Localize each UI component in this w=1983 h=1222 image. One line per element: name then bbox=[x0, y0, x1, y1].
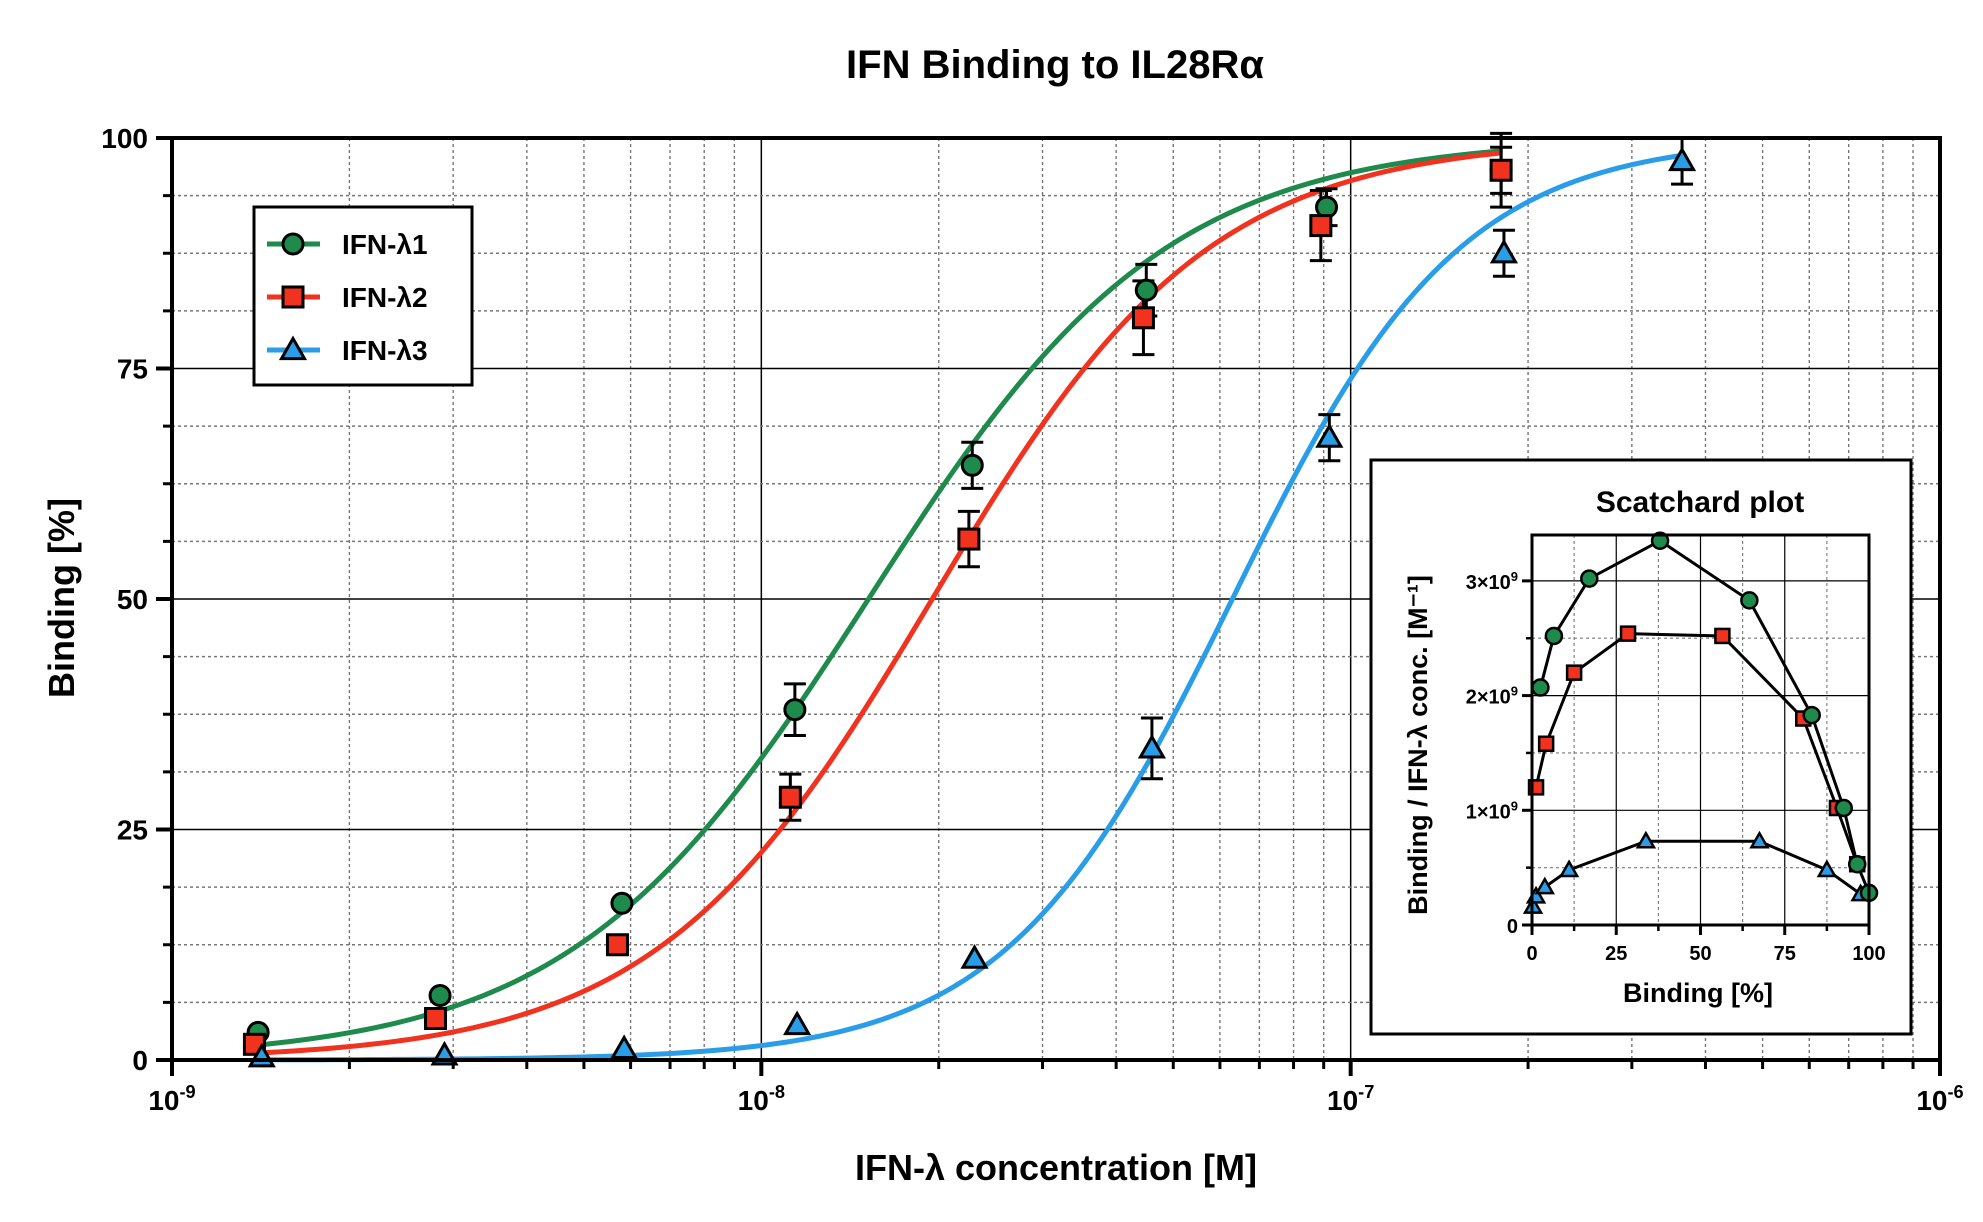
inset-y-tick-label: 1×109 bbox=[1466, 798, 1518, 823]
legend-marker-ifn-1 bbox=[281, 232, 305, 256]
inset-point-ifn-1 bbox=[1802, 705, 1821, 725]
chart-title: IFN Binding to IL28Rα bbox=[846, 43, 1264, 87]
data-point-ifn-2 bbox=[605, 933, 629, 957]
inset-title: Scatchard plot bbox=[1596, 486, 1804, 519]
inset-point-ifn-1 bbox=[1650, 531, 1670, 550]
data-point-ifn-2 bbox=[957, 527, 981, 551]
inset-y-tick-label: 3×109 bbox=[1466, 569, 1518, 594]
legend-marker-ifn-2 bbox=[281, 285, 305, 309]
inset-point-ifn-1 bbox=[1740, 591, 1759, 610]
inset-line-ifn-2 bbox=[1534, 632, 1859, 865]
inset-x-tick-label: 100 bbox=[1852, 943, 1885, 965]
inset-axis-ticks: 0 25 50 75 100 0 1×109 2×109 3×109 bbox=[1466, 569, 1886, 965]
y-tick-label: 50 bbox=[117, 584, 148, 615]
x-tick-label: 10-9 bbox=[148, 1082, 195, 1116]
y-tick-label: 75 bbox=[117, 354, 148, 385]
data-point-ifn-3 bbox=[1315, 423, 1344, 448]
data-point-ifn-3 bbox=[1489, 238, 1519, 264]
inset-point-ifn-3 bbox=[1749, 830, 1770, 849]
inset-point-ifn-3 bbox=[1558, 859, 1580, 878]
data-point-ifn-2 bbox=[424, 1007, 448, 1031]
inset-box bbox=[1369, 458, 1913, 1036]
data-point-ifn-3 bbox=[960, 944, 989, 969]
legend-label-ifn-2: IFN-λ2 bbox=[342, 282, 428, 313]
data-point-ifn-1 bbox=[783, 698, 807, 722]
legend-item-ifn-1: IFN-λ1 bbox=[267, 229, 428, 260]
legend-label-ifn-3: IFN-λ3 bbox=[342, 335, 428, 366]
data-point-ifn-3 bbox=[1667, 146, 1697, 172]
data-point-ifn-1 bbox=[428, 983, 452, 1007]
data-point-ifn-2 bbox=[778, 785, 802, 809]
inset-point-ifn-2 bbox=[1565, 664, 1583, 681]
inset-point-ifn-2 bbox=[1714, 627, 1731, 645]
inset-x-tick-label: 50 bbox=[1689, 943, 1711, 965]
inset-point-ifn-1 bbox=[1544, 626, 1564, 646]
data-point-ifn-1 bbox=[960, 453, 984, 477]
data-point-ifn-3 bbox=[610, 1034, 639, 1060]
fit-curve-ifn-1 bbox=[257, 148, 1502, 1048]
inset-point-ifn-1 bbox=[1834, 798, 1853, 818]
main-data-points bbox=[242, 146, 1697, 1068]
legend-item-ifn-3: IFN-λ3 bbox=[267, 335, 428, 366]
inset-point-ifn-2 bbox=[1537, 735, 1555, 753]
x-tick-label: 10-7 bbox=[1327, 1082, 1374, 1116]
inset-point-ifn-1 bbox=[1580, 569, 1599, 588]
data-point-ifn-2 bbox=[1489, 158, 1513, 182]
y-tick-label: 25 bbox=[117, 815, 148, 846]
x-tick-label: 10-8 bbox=[738, 1082, 785, 1116]
data-point-ifn-1 bbox=[1134, 278, 1158, 302]
inset-point-ifn-2 bbox=[1619, 625, 1637, 642]
x-axis-label: IFN-λ concentration [M] bbox=[855, 1147, 1257, 1188]
legend-item-ifn-2: IFN-λ2 bbox=[267, 282, 428, 313]
inset-y-tick-label: 0 bbox=[1507, 916, 1518, 938]
data-point-ifn-3 bbox=[1137, 733, 1167, 759]
inset-point-ifn-1 bbox=[1531, 678, 1550, 697]
y-axis-label: Binding [%] bbox=[41, 498, 82, 698]
data-point-ifn-1 bbox=[610, 891, 634, 915]
x-tick-label: 10-6 bbox=[1916, 1082, 1963, 1116]
inset-x-tick-label: 25 bbox=[1605, 943, 1627, 965]
inset-y-tick-label: 2×109 bbox=[1466, 684, 1518, 709]
inset-x-tick-label: 0 bbox=[1526, 943, 1537, 965]
scatchard-inset: Scatchard plot 0 25 50 75 100 0 1×109 2×109 3×10… bbox=[1369, 458, 1913, 1036]
fit-curve-ifn-2 bbox=[254, 150, 1502, 1056]
y-tick-label: 0 bbox=[132, 1045, 148, 1076]
inset-x-axis-label: Binding [%] bbox=[1623, 978, 1773, 1008]
y-tick-label: 100 bbox=[101, 123, 148, 154]
legend-marker-ifn-3 bbox=[278, 335, 308, 361]
inset-point-ifn-3 bbox=[1534, 876, 1556, 895]
legend: IFN-λ1 IFN-λ2 IFN-λ3 bbox=[252, 205, 474, 387]
inset-point-ifn-3 bbox=[1816, 859, 1838, 878]
inset-point-ifn-1 bbox=[1847, 854, 1867, 874]
inset-y-axis-label: Binding / IFN-λ conc. [M⁻¹] bbox=[1403, 575, 1433, 915]
inset-x-tick-label: 75 bbox=[1774, 943, 1796, 965]
data-point-ifn-2 bbox=[1131, 306, 1155, 330]
data-point-ifn-2 bbox=[1309, 214, 1333, 238]
main-axis-ticks: 0 25 50 75 100 10-9 10-8 10-7 10-6 bbox=[101, 123, 1963, 1116]
data-point-ifn-3 bbox=[783, 1010, 812, 1036]
legend-label-ifn-1: IFN-λ1 bbox=[342, 229, 428, 260]
inset-point-ifn-3 bbox=[1635, 830, 1657, 849]
inset-data-points bbox=[1522, 531, 1879, 914]
